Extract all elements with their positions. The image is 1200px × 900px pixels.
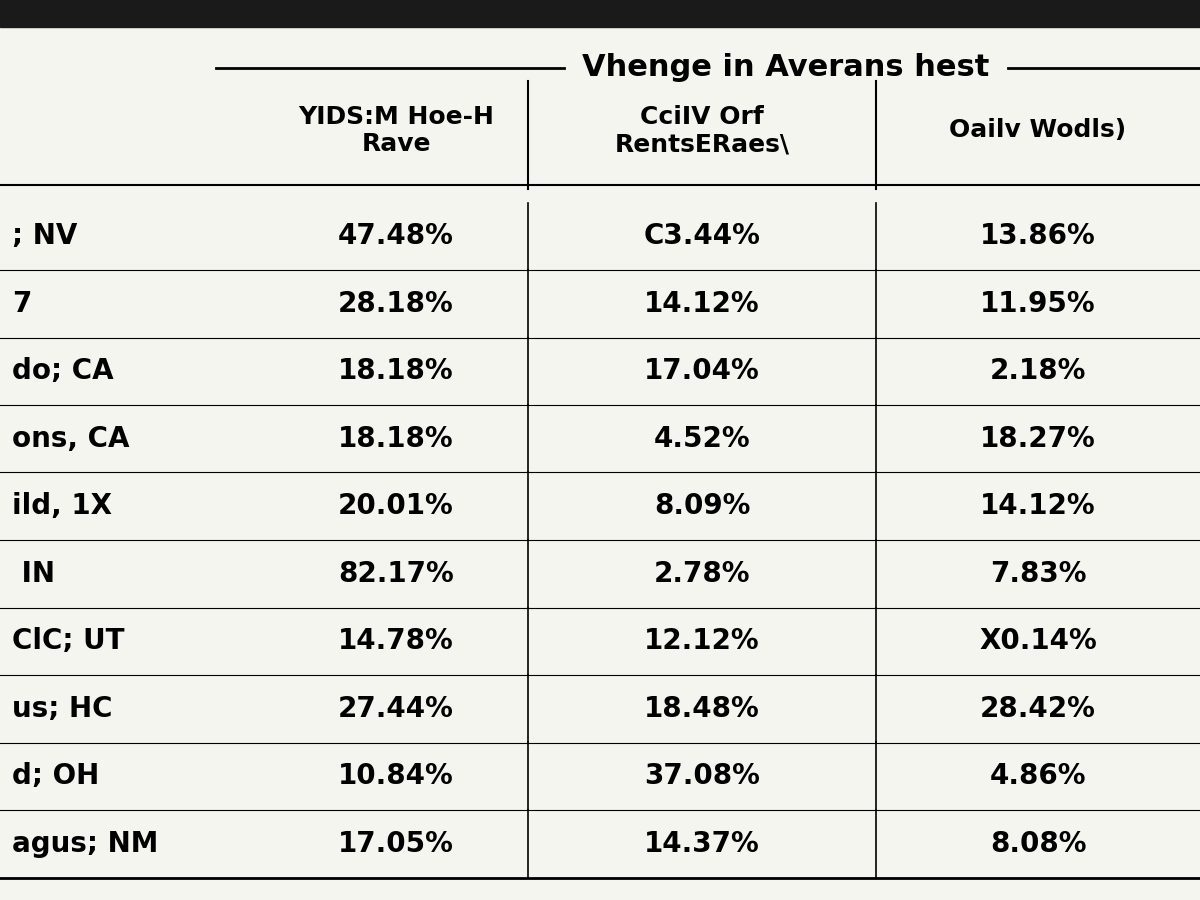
Text: ild, 1X: ild, 1X — [12, 492, 112, 520]
Text: 14.78%: 14.78% — [338, 627, 454, 655]
Text: do; CA: do; CA — [12, 357, 114, 385]
Text: 13.86%: 13.86% — [980, 222, 1096, 250]
Text: 14.37%: 14.37% — [644, 830, 760, 858]
Text: CciIV Orf
RentsERaes\: CciIV Orf RentsERaes\ — [614, 104, 790, 157]
Bar — [0, 810, 1200, 878]
Bar — [0, 742, 1200, 810]
Text: 82.17%: 82.17% — [338, 560, 454, 588]
Text: 47.48%: 47.48% — [338, 222, 454, 250]
Bar — [0, 0, 1200, 27]
Text: C3.44%: C3.44% — [643, 222, 761, 250]
Text: 17.05%: 17.05% — [338, 830, 454, 858]
Text: Oailv Wodls): Oailv Wodls) — [949, 119, 1127, 142]
Text: 7.83%: 7.83% — [990, 560, 1086, 588]
Bar — [0, 270, 1200, 338]
Text: 11.95%: 11.95% — [980, 290, 1096, 318]
Text: 28.42%: 28.42% — [980, 695, 1096, 723]
Bar — [0, 540, 1200, 608]
Text: d; OH: d; OH — [12, 762, 100, 790]
Bar — [0, 472, 1200, 540]
Text: 8.09%: 8.09% — [654, 492, 750, 520]
Text: 17.04%: 17.04% — [644, 357, 760, 385]
Text: 18.27%: 18.27% — [980, 425, 1096, 453]
Text: 20.01%: 20.01% — [338, 492, 454, 520]
Text: 18.48%: 18.48% — [644, 695, 760, 723]
Text: 10.84%: 10.84% — [338, 762, 454, 790]
Text: 2.18%: 2.18% — [990, 357, 1086, 385]
Bar — [0, 202, 1200, 270]
Bar — [0, 675, 1200, 742]
Text: 7: 7 — [12, 290, 31, 318]
Text: 14.12%: 14.12% — [980, 492, 1096, 520]
Text: YIDS:M Hoe-H
Rave: YIDS:M Hoe-H Rave — [298, 104, 494, 157]
Text: 12.12%: 12.12% — [644, 627, 760, 655]
Text: 4.86%: 4.86% — [990, 762, 1086, 790]
Text: 8.08%: 8.08% — [990, 830, 1086, 858]
Text: 4.52%: 4.52% — [654, 425, 750, 453]
Text: 18.18%: 18.18% — [338, 357, 454, 385]
Text: 28.18%: 28.18% — [338, 290, 454, 318]
Text: IN: IN — [12, 560, 55, 588]
Text: us; HC: us; HC — [12, 695, 113, 723]
Text: ; NV: ; NV — [12, 222, 77, 250]
Text: 18.18%: 18.18% — [338, 425, 454, 453]
Text: 27.44%: 27.44% — [338, 695, 454, 723]
Bar — [0, 608, 1200, 675]
Text: 14.12%: 14.12% — [644, 290, 760, 318]
Text: ons, CA: ons, CA — [12, 425, 130, 453]
Text: ClC; UT: ClC; UT — [12, 627, 125, 655]
Text: 37.08%: 37.08% — [644, 762, 760, 790]
Text: Vhenge in Averans hest: Vhenge in Averans hest — [582, 53, 990, 82]
Text: agus; NM: agus; NM — [12, 830, 158, 858]
Bar — [0, 405, 1200, 472]
Bar — [0, 338, 1200, 405]
Text: X0.14%: X0.14% — [979, 627, 1097, 655]
Text: 2.78%: 2.78% — [654, 560, 750, 588]
